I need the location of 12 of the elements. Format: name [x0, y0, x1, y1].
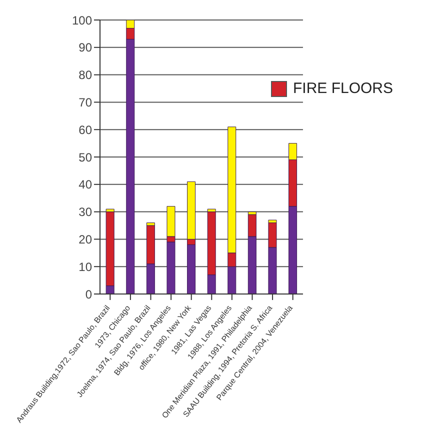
y-tick-label: 60	[78, 122, 92, 137]
y-tick-label: 20	[78, 232, 92, 246]
legend-label: FIRE FLOORS	[292, 80, 393, 97]
y-tick-label: 30	[78, 205, 92, 220]
y-tick-label: 90	[78, 40, 92, 55]
y-tick-label: 80	[78, 68, 92, 82]
y-tick-label: 40	[78, 178, 92, 192]
y-tick-label: 10	[78, 260, 92, 274]
y-tick-label: 70	[78, 95, 92, 110]
y-tick-label: 100	[72, 13, 92, 28]
y-tick-label: 50	[78, 150, 92, 164]
y-tick-label: 0	[85, 287, 92, 302]
